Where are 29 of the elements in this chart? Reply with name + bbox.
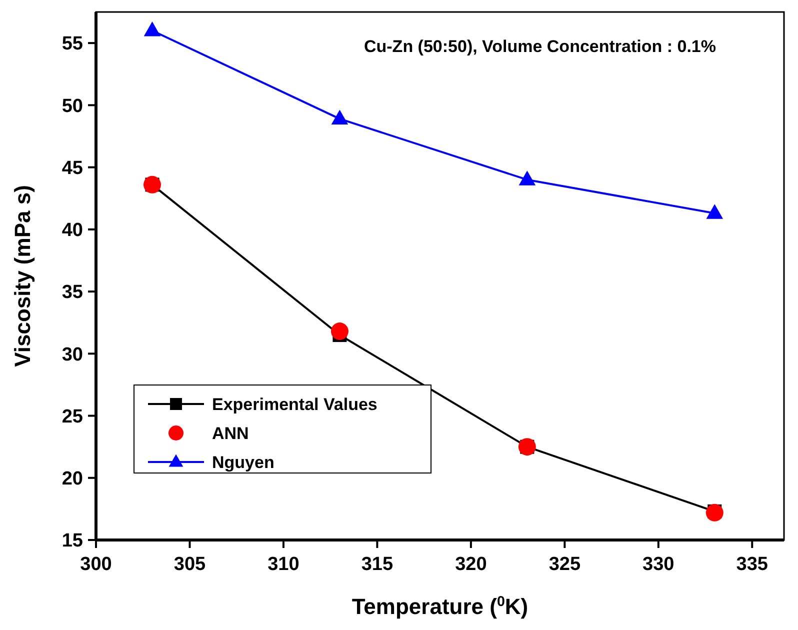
x-tick-label: 300	[80, 554, 112, 575]
point	[144, 22, 161, 36]
y-tick-label: 50	[62, 96, 83, 117]
y-tick-label: 15	[62, 530, 84, 552]
legend-label: Experimental Values	[212, 394, 378, 414]
y-tick-label: 35	[62, 282, 84, 304]
y-tick-label: 30	[62, 344, 83, 366]
legend-label: ANN	[212, 424, 249, 443]
point	[331, 110, 348, 124]
y-axis-title: Viscosity (mPa s)	[10, 185, 35, 367]
legend-label: Nguyen	[212, 452, 274, 472]
x-tick-label: 305	[174, 554, 206, 575]
y-tick-label: 25	[62, 406, 84, 428]
x-tick-label: 315	[361, 554, 394, 575]
annotation: Cu-Zn (50:50), Volume Concentration : 0.1%	[364, 37, 716, 56]
x-tick-label: 325	[548, 554, 581, 575]
x-axis-title: Temperature ($^{0}$K)	[352, 594, 528, 619]
y-tick-label: 20	[62, 468, 83, 490]
x-tick-label: 320	[455, 554, 487, 575]
y-tick-label: 45	[62, 158, 84, 179]
point	[706, 504, 724, 522]
point	[518, 170, 536, 186]
x-tick-label: 310	[268, 554, 300, 575]
y-tick-label: 40	[62, 220, 83, 242]
point	[330, 322, 348, 340]
y-tick-label: 55	[62, 34, 84, 55]
x-tick-label: 330	[642, 554, 674, 575]
x-tick-label: 335	[736, 554, 768, 575]
point	[706, 204, 724, 219]
